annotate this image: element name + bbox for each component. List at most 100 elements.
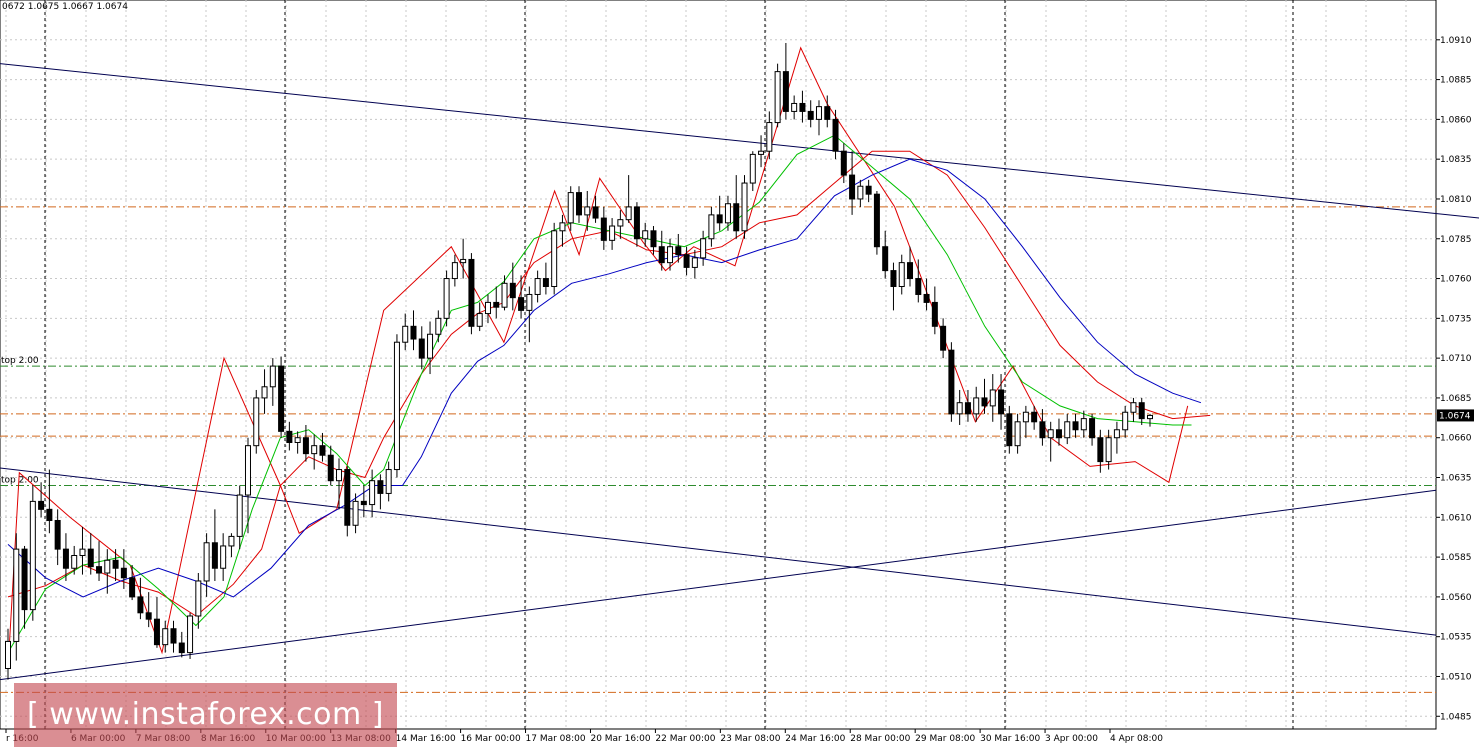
candle	[592, 195, 599, 223]
candle	[1138, 397, 1145, 425]
candle-body	[559, 222, 566, 232]
candle-body	[642, 230, 649, 240]
indicator-line	[7, 158, 1202, 598]
candle-body	[576, 192, 582, 216]
candle-body	[691, 257, 698, 268]
candle	[956, 389, 963, 425]
candle	[1006, 405, 1013, 454]
y-tick-label: 1.0735	[1440, 314, 1472, 324]
candle	[1022, 405, 1029, 438]
candle	[882, 230, 889, 279]
candle	[617, 210, 624, 239]
candle-body	[551, 230, 558, 288]
candle-body	[592, 206, 599, 219]
candle-body	[96, 566, 103, 574]
candle-body	[1097, 437, 1104, 463]
candle-body	[1006, 413, 1013, 447]
candle-body	[79, 548, 86, 557]
candle-body	[501, 282, 508, 308]
candle	[38, 482, 45, 518]
candle-body	[336, 469, 343, 482]
candle	[418, 326, 425, 370]
candle-body	[534, 278, 541, 295]
candle-body	[360, 500, 367, 506]
candle	[1080, 410, 1087, 438]
candle-body	[5, 640, 11, 670]
candle	[1113, 421, 1120, 454]
indicator-line	[7, 46, 1189, 669]
candle	[145, 592, 152, 628]
candle	[187, 612, 194, 659]
candle-body	[435, 317, 442, 335]
candle-body	[327, 454, 334, 482]
candle-body	[882, 246, 889, 272]
current-price-tag: 1.0674	[1437, 409, 1474, 422]
candle-body	[1022, 411, 1029, 423]
candle	[708, 206, 715, 247]
candle-body	[244, 445, 251, 496]
candle	[724, 195, 731, 231]
candle-body	[658, 246, 665, 264]
candle-body	[493, 301, 500, 308]
candle-body	[931, 301, 938, 327]
x-tick-label: 17 Mar 08:00	[526, 734, 586, 744]
candle	[29, 485, 36, 621]
candle-body	[236, 494, 243, 537]
candle	[137, 577, 144, 620]
candle-body	[228, 535, 235, 547]
candle-body	[418, 338, 425, 359]
candle	[1147, 413, 1153, 427]
candle-body	[1047, 429, 1054, 439]
candle-body	[1064, 421, 1071, 439]
candle-body	[162, 628, 169, 646]
candle-body	[13, 548, 20, 642]
candle	[526, 286, 533, 343]
candle	[865, 179, 872, 203]
candle	[807, 100, 814, 128]
candle	[567, 186, 574, 231]
candle-body	[1080, 418, 1087, 431]
candles	[5, 42, 1153, 680]
candle	[1097, 429, 1104, 473]
y-tick-label: 1.0635	[1440, 474, 1472, 484]
candle-body	[261, 386, 268, 399]
x-tick-label: 20 Mar 16:00	[590, 734, 650, 744]
watermark: [ www.instaforex.com ]	[14, 683, 397, 747]
y-tick-label: 1.0885	[1440, 76, 1472, 86]
candle	[534, 270, 541, 303]
candle-body	[733, 203, 740, 232]
candle	[468, 253, 475, 335]
plot-frame	[0, 0, 1437, 730]
candle-body	[815, 106, 822, 120]
trend-line	[0, 489, 1437, 681]
candle-body	[195, 580, 202, 617]
candle	[71, 545, 78, 575]
candle	[716, 195, 723, 231]
candle	[21, 545, 28, 629]
candle	[402, 313, 409, 351]
grid	[0, 0, 1436, 729]
candle-body	[1031, 411, 1038, 423]
x-tick-label: 4 Apr 08:00	[1110, 734, 1163, 744]
y-tick-label: 1.0485	[1440, 712, 1472, 722]
candle-body	[915, 278, 922, 295]
price-axis: 1.0910 1.0885 1.0860 1.0835 1.0810 1.0785 1.07…	[1436, 36, 1472, 722]
candle-body	[741, 182, 748, 232]
candle-body	[807, 110, 814, 120]
candle	[211, 509, 218, 581]
candle	[998, 374, 1005, 430]
candle	[79, 526, 86, 575]
candle-body	[211, 542, 218, 569]
candle	[683, 246, 690, 276]
candle-body	[402, 325, 409, 343]
candle	[940, 318, 947, 359]
y-tick-label: 1.0560	[1440, 593, 1472, 603]
candle-body	[799, 102, 806, 112]
candle-body	[1014, 421, 1021, 447]
candle	[774, 63, 781, 128]
candle	[815, 100, 822, 136]
candle-body	[824, 106, 831, 120]
candle-body	[865, 185, 872, 195]
candle-body	[724, 203, 731, 224]
